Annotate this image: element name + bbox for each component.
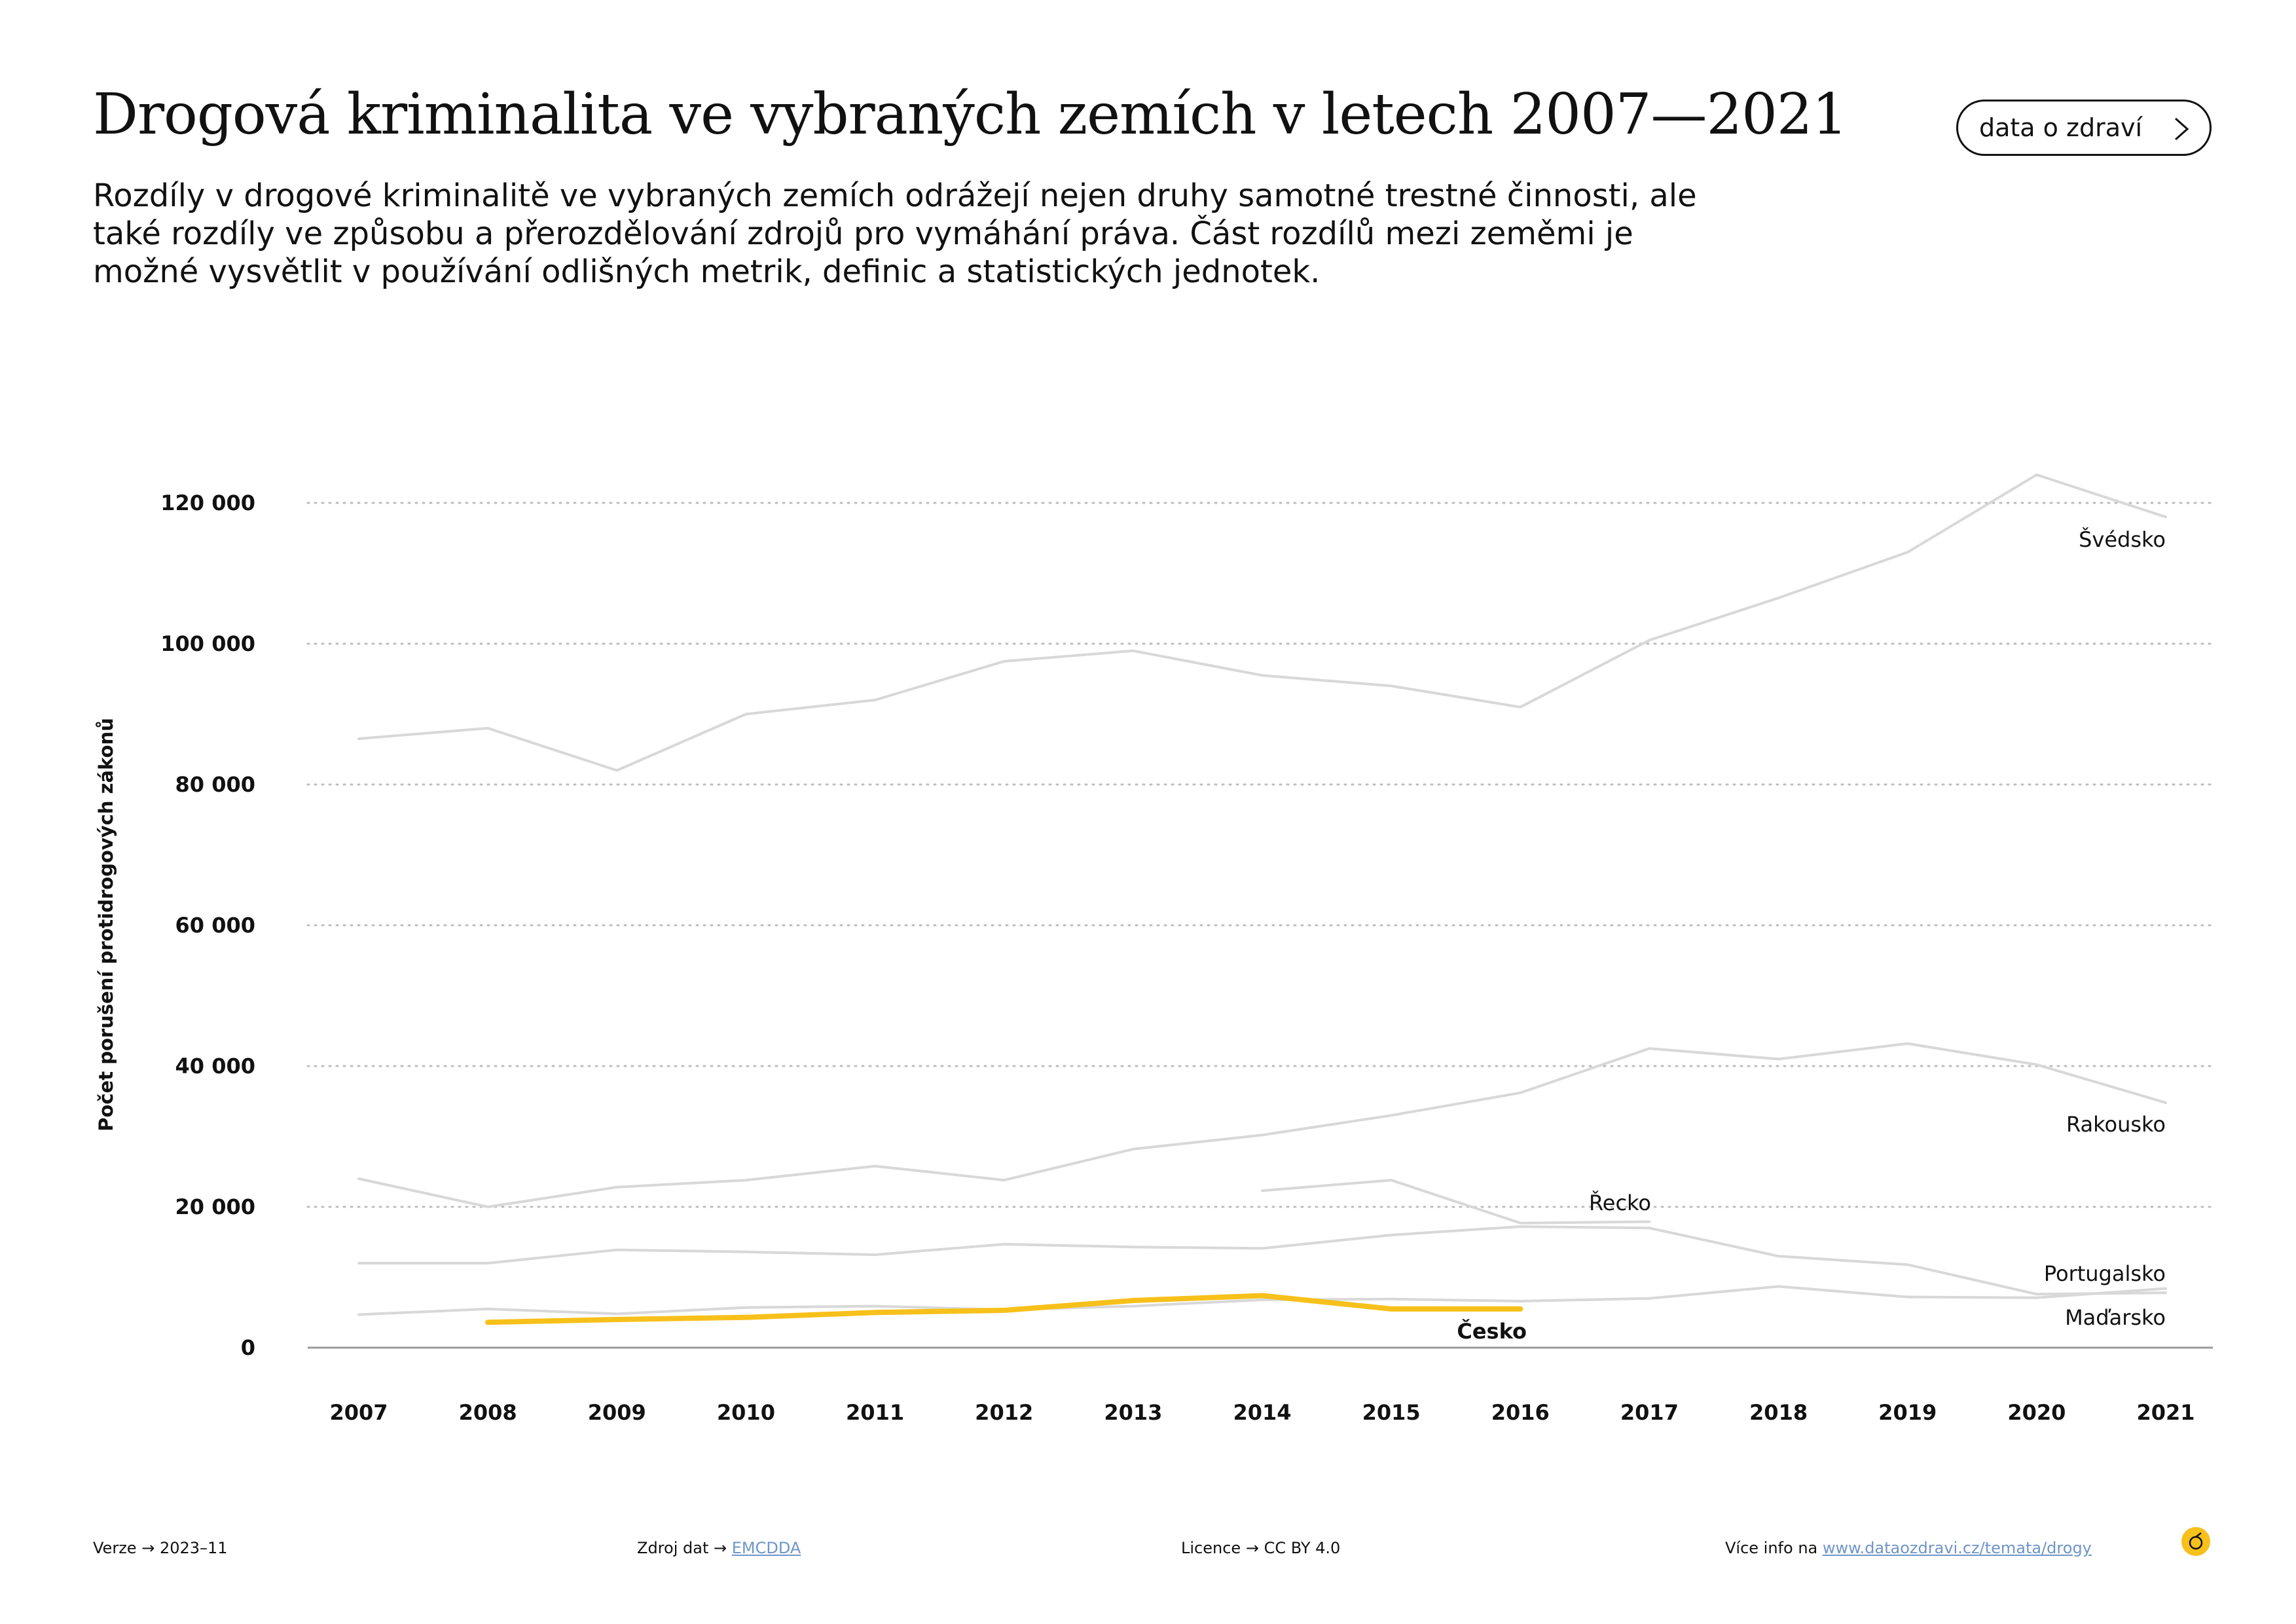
x-tick-label: 2011	[846, 1400, 904, 1425]
grid-lines	[306, 502, 2214, 1349]
series-line-rakousko	[357, 1042, 2167, 1208]
x-tick-label: 2018	[1749, 1400, 1808, 1425]
footer-more-label: Více info na	[1725, 1539, 1818, 1557]
chart-subtitle: Rozdíly v drogové kriminalitě ve vybraný…	[93, 177, 1697, 290]
x-tick-label: 2021	[2136, 1400, 2195, 1425]
footer-version-value: 2023–11	[159, 1539, 228, 1557]
arrow-right-icon: →	[1245, 1539, 1259, 1557]
x-tick-label: 2012	[975, 1400, 1033, 1425]
series-label-madarsko: Maďarsko	[2065, 1305, 2166, 1330]
x-tick-label: 2013	[1104, 1400, 1162, 1425]
x-tick-label: 2009	[588, 1400, 646, 1425]
series-labels: Švédsko Rakousko Řecko Portugalsko Maďarsko Č…	[1457, 526, 2166, 1344]
x-tick-label: 2010	[717, 1400, 775, 1425]
x-tick-label: 2019	[1878, 1400, 1937, 1425]
y-axis-label: Počet porušení protidrogových zákonů	[95, 718, 117, 1132]
footer-source-label: Zdroj dat	[637, 1539, 709, 1557]
series-label-cesko: Česko	[1457, 1318, 1527, 1344]
chart-title: Drogová kriminalita ve vybraných zemích …	[93, 82, 1848, 147]
y-tick-label: 60 000	[175, 913, 255, 938]
data-o-zdravi-button-label: data o zdraví	[1979, 113, 2143, 142]
series-line-cesko	[485, 1293, 1523, 1325]
x-tick-label: 2020	[2007, 1400, 2066, 1425]
y-tick-label: 40 000	[175, 1054, 255, 1079]
x-tick-label: 2015	[1362, 1400, 1421, 1425]
series-line-portugalsko	[357, 1225, 2167, 1296]
arrow-right-icon: →	[141, 1539, 155, 1557]
data-o-zdravi-button[interactable]: data o zdraví	[1956, 100, 2212, 156]
series-label-svedsko: Švédsko	[2079, 526, 2166, 552]
footer-more-info: Více info na www.dataozdravi.cz/temata/d…	[1725, 1539, 2092, 1557]
series-line-svedsko	[357, 473, 2167, 772]
series-label-recko: Řecko	[1589, 1190, 1651, 1215]
y-tick-label: 0	[241, 1335, 255, 1360]
footer-license: Licence → CC BY 4.0	[1181, 1539, 1340, 1557]
footer-license-label: Licence	[1181, 1539, 1241, 1557]
x-tick-label: 2007	[329, 1400, 388, 1425]
arrow-right-icon: →	[714, 1539, 727, 1557]
y-tick-label: 120 000	[160, 490, 255, 515]
footer-version: Verze → 2023–11	[93, 1539, 228, 1557]
series-label-rakousko: Rakousko	[2066, 1112, 2166, 1137]
series-line-recko	[1261, 1179, 1651, 1225]
footer-version-label: Verze	[93, 1539, 137, 1557]
x-tick-label: 2016	[1491, 1400, 1550, 1425]
y-tick-label: 20 000	[175, 1194, 255, 1219]
y-tick-labels: 0 20 000 40 000 60 000 80 000 100 000 120 000	[160, 490, 255, 1360]
y-tick-label: 80 000	[175, 772, 255, 797]
x-tick-label: 2017	[1620, 1400, 1679, 1425]
dataozdravi-logo-icon	[2181, 1527, 2210, 1556]
y-tick-label: 100 000	[160, 631, 255, 656]
series-lines	[357, 473, 2167, 1325]
x-tick-label: 2014	[1233, 1400, 1291, 1425]
series-label-portugalsko: Portugalsko	[2044, 1261, 2166, 1286]
footer-license-value: CC BY 4.0	[1264, 1539, 1341, 1557]
chevron-right-icon	[2175, 117, 2189, 141]
series-line-madarsko	[357, 1285, 2167, 1316]
footer-source: Zdroj dat → EMCDDA	[637, 1539, 801, 1557]
footer-more-link[interactable]: www.dataozdravi.cz/temata/drogy	[1822, 1539, 2092, 1557]
footer-source-link[interactable]: EMCDDA	[731, 1539, 801, 1557]
x-tick-labels: 2007 2008 2009 2010 2011 2012 2013 2014 2015 2016…	[329, 1400, 2195, 1425]
x-tick-label: 2008	[459, 1400, 517, 1425]
